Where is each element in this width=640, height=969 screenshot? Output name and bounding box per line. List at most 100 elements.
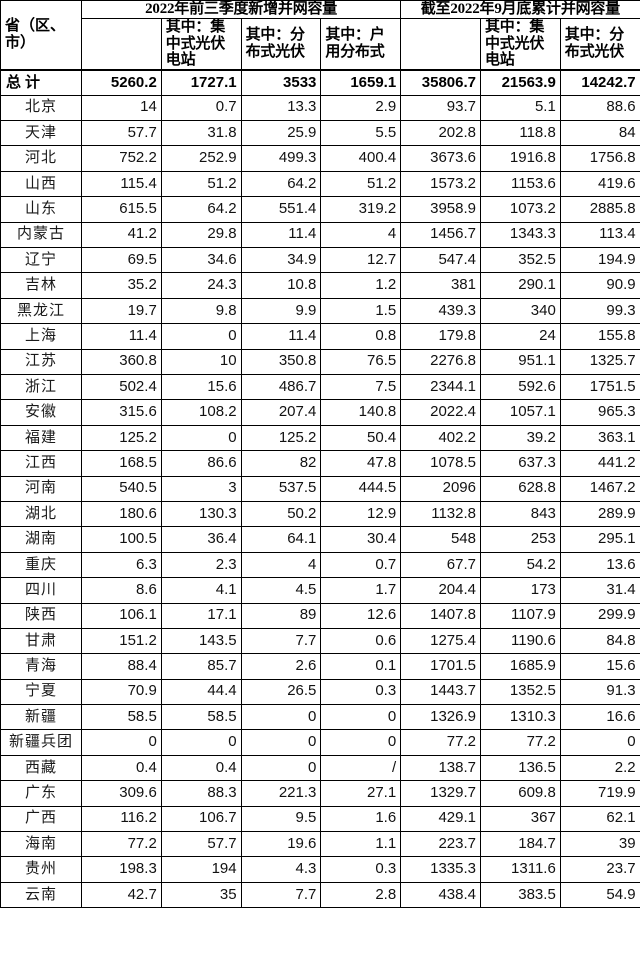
cell-value: 39.2 <box>480 424 561 452</box>
table-row: 北京 14 0.7 13.3 2.9 93.7 5.1 88.6 <box>0 94 640 122</box>
province-name: 山东 <box>0 196 82 223</box>
table-row: 云南 42.7 35 7.7 2.8 438.4 383.5 54.9 <box>0 881 640 909</box>
cell-value: 54.2 <box>480 551 561 579</box>
cell-value: 11.4 <box>240 221 322 249</box>
cell-value: 5.1 <box>480 94 561 122</box>
cell-value: 125.2 <box>81 424 162 452</box>
cell-value: 84 <box>559 120 640 147</box>
cell-value: 3 <box>160 475 242 502</box>
table-row: 上海 11.4 0 11.4 0.8 179.8 24 155.8 <box>0 323 640 350</box>
cell-value: 51.2 <box>320 170 402 198</box>
table-row: 青海 88.4 85.7 2.6 0.1 1701.5 1685.9 15.6 <box>0 653 640 680</box>
cell-value: 3673.6 <box>400 145 481 172</box>
cell-value: 88.6 <box>559 94 640 122</box>
province-name: 河北 <box>0 145 82 172</box>
cell-value: 13.6 <box>559 551 640 579</box>
province-name: 浙江 <box>0 373 82 401</box>
cell-value: 23.7 <box>559 856 640 883</box>
cell-value: 1329.7 <box>400 780 481 807</box>
cell-value: 1310.3 <box>480 704 561 731</box>
table-row: 山西 115.4 51.2 64.2 51.2 1573.2 1153.6 419.6 <box>0 170 640 198</box>
cell-value: 41.2 <box>81 221 162 249</box>
cell-value: 140.8 <box>320 399 402 426</box>
cell-value: 486.7 <box>240 373 322 401</box>
table-row: 内蒙古 41.2 29.8 11.4 4 1456.7 1343.3 113.4 <box>0 221 640 249</box>
cell-value: / <box>320 754 402 782</box>
cell-value: 184.7 <box>480 831 561 858</box>
cell-value: 1325.7 <box>559 348 640 375</box>
cell-value: 1343.3 <box>480 221 561 249</box>
cell-value: 54.9 <box>559 881 640 909</box>
header-new-household: 其中：户用分布式 <box>320 17 402 71</box>
cell-value: 547.4 <box>400 247 481 274</box>
cell-value: 10.8 <box>240 272 322 299</box>
province-name: 湖北 <box>0 500 82 528</box>
cell-value: 4.1 <box>160 577 242 604</box>
header-sub-row: 其中：集中式光伏电站 其中：分布式光伏 其中：户用分布式 其中：集中式光伏电站 … <box>1 17 640 71</box>
cell-value: 951.1 <box>480 348 561 375</box>
cell-value: 180.6 <box>81 500 162 528</box>
cell-value: 91.3 <box>559 678 640 706</box>
cell-value: 24.3 <box>160 272 242 299</box>
table-row: 陕西 106.1 17.1 89 12.6 1407.8 1107.9 299.9 <box>0 602 640 629</box>
cell-value: 194.9 <box>559 247 640 274</box>
cell-value: 2022.4 <box>400 399 481 426</box>
cell-value: 309.6 <box>81 780 162 807</box>
cell-value: 367 <box>480 805 561 833</box>
cell-value: 0 <box>240 729 322 756</box>
cell-value: 106.7 <box>160 805 242 833</box>
province-name: 辽宁 <box>0 247 82 274</box>
cell-value: 7.7 <box>240 881 322 909</box>
cell-value: 64.2 <box>240 170 322 198</box>
cell-value: 2344.1 <box>400 373 481 401</box>
cell-value: 179.8 <box>400 323 481 350</box>
cell-value: 1407.8 <box>400 602 481 629</box>
cell-value: 64.2 <box>160 196 242 223</box>
table-row: 辽宁 69.5 34.6 34.9 12.7 547.4 352.5 194.9 <box>0 247 640 274</box>
cell-value: 58.5 <box>160 704 242 731</box>
cell-value: 86.6 <box>160 450 242 477</box>
cell-value: 29.8 <box>160 221 242 249</box>
cell-value: 1.2 <box>320 272 402 299</box>
cell-value: 34.9 <box>240 247 322 274</box>
cell-value: 31.8 <box>160 120 242 147</box>
cell-value: 1132.8 <box>400 500 481 528</box>
cell-value: 15.6 <box>559 653 640 680</box>
cell-value: 438.4 <box>400 881 481 909</box>
table-row: 广西 116.2 106.7 9.5 1.6 429.1 367 62.1 <box>0 805 640 833</box>
cell-value: 444.5 <box>320 475 402 502</box>
cell-value: 4 <box>240 551 322 579</box>
cell-value: 118.8 <box>480 120 561 147</box>
cell-value: 1.5 <box>320 297 402 325</box>
cell-value: 1352.5 <box>480 678 561 706</box>
cell-value: 125.2 <box>240 424 322 452</box>
cell-value: 115.4 <box>81 170 162 198</box>
cell-value: 21563.9 <box>480 69 561 96</box>
cell-value: 4.3 <box>240 856 322 883</box>
cell-value: 16.6 <box>559 704 640 731</box>
cell-value: 0 <box>240 754 322 782</box>
cell-value: 90.9 <box>559 272 640 299</box>
cell-value: 419.6 <box>559 170 640 198</box>
cell-value: 77.2 <box>400 729 481 756</box>
cell-value: 173 <box>480 577 561 604</box>
province-name: 河南 <box>0 475 82 502</box>
cell-value: 319.2 <box>320 196 402 223</box>
province-name: 江西 <box>0 450 82 477</box>
cell-value: 24 <box>480 323 561 350</box>
cell-value: 0 <box>160 729 242 756</box>
table-row: 河南 540.5 3 537.5 444.5 2096 628.8 1467.2 <box>0 475 640 502</box>
cell-value: 1311.6 <box>480 856 561 883</box>
cell-value: 363.1 <box>559 424 640 452</box>
cell-value: 6.3 <box>81 551 162 579</box>
province-name: 上海 <box>0 323 82 350</box>
cell-value: 1078.5 <box>400 450 481 477</box>
table-row: 湖北 180.6 130.3 50.2 12.9 1132.8 843 289.9 <box>0 500 640 528</box>
cell-value: 84.8 <box>559 627 640 655</box>
cell-value: 12.7 <box>320 247 402 274</box>
cell-value: 223.7 <box>400 831 481 858</box>
cell-value: 2.9 <box>320 94 402 122</box>
cell-value: 1326.9 <box>400 704 481 731</box>
cell-value: 1.1 <box>320 831 402 858</box>
cell-value: 290.1 <box>480 272 561 299</box>
